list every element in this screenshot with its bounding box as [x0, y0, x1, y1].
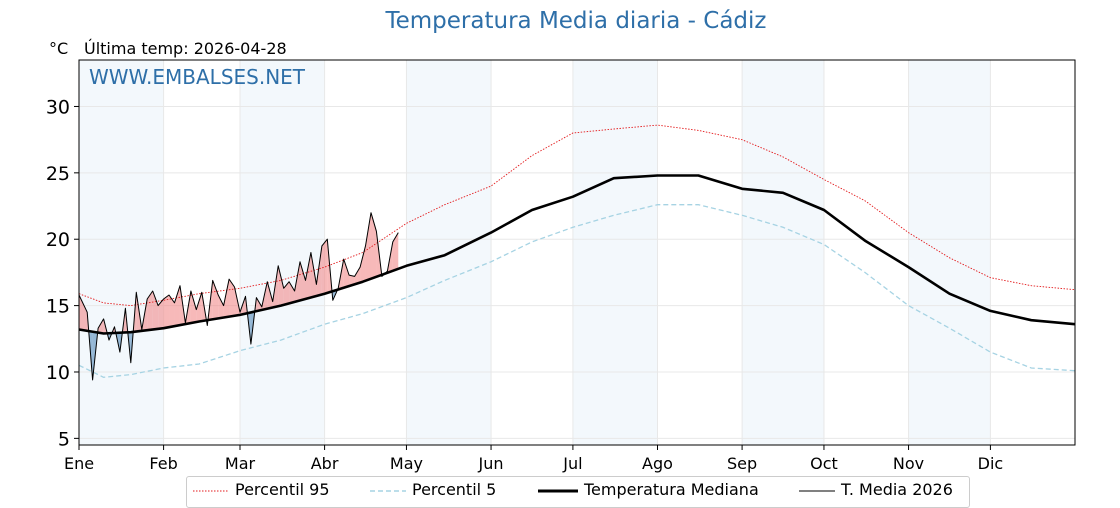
x-axis-ticks: Ene Feb Mar Abr May Jun Jul Ago Sep Oct Nov Dic: [64, 445, 1003, 473]
anomaly-fill: [218, 295, 223, 318]
legend-label: Percentil 95: [235, 480, 330, 499]
x-tick-label: Ago: [642, 454, 673, 473]
y-tick-label: 5: [58, 428, 70, 450]
x-tick-label: Feb: [149, 454, 177, 473]
watermark-text: WWW.EMBALSES.NET: [89, 65, 306, 89]
legend-swatch-current-icon: [799, 486, 835, 496]
x-tick-label: Mar: [225, 454, 256, 473]
legend: Percentil 95 Percentil 5 Temperatura Med…: [186, 476, 970, 508]
legend-swatch-p5-icon: [370, 486, 406, 496]
anomaly-fill: [175, 286, 180, 326]
legend-label: T. Media 2026: [841, 480, 953, 499]
month-band: [240, 60, 325, 445]
x-tick-label: Sep: [727, 454, 757, 473]
temperature-chart: 5 10 15 20 25 30 Ene Feb Mar Abr May Jun Jul Ago Sep O…: [0, 0, 1120, 476]
x-tick-label: Oct: [810, 454, 838, 473]
y-tick-label: 15: [46, 296, 70, 318]
anomaly-fill: [393, 233, 398, 271]
month-band: [79, 60, 164, 445]
anomaly-fill: [366, 213, 371, 281]
month-shading-layer: [79, 60, 990, 445]
legend-item-p5: Percentil 5: [370, 480, 496, 499]
y-axis-ticks: 5 10 15 20 25 30: [46, 96, 79, 450]
legend-label: Temperatura Mediana: [584, 480, 759, 499]
month-band: [742, 60, 824, 445]
y-tick-label: 25: [46, 163, 70, 185]
legend-swatch-p95-icon: [193, 486, 229, 496]
x-tick-label: Ene: [64, 454, 94, 473]
legend-swatch-median-icon: [538, 486, 578, 496]
x-tick-label: Dic: [978, 454, 1004, 473]
x-tick-label: Nov: [893, 454, 924, 473]
legend-item-median: Temperatura Mediana: [538, 480, 759, 499]
legend-item-p95: Percentil 95: [193, 480, 330, 499]
x-tick-label: May: [390, 454, 423, 473]
x-tick-label: Jul: [562, 454, 582, 473]
month-band: [909, 60, 991, 445]
legend-item-current: T. Media 2026: [799, 480, 953, 499]
legend-label: Percentil 5: [412, 480, 496, 499]
x-tick-label: Abr: [311, 454, 339, 473]
anomaly-fill: [213, 280, 218, 319]
x-tick-label: Jun: [478, 454, 504, 473]
y-tick-label: 10: [46, 362, 70, 384]
anomaly-fill: [229, 279, 234, 317]
y-tick-label: 30: [46, 96, 70, 118]
month-band: [573, 60, 658, 445]
y-tick-label: 20: [46, 229, 70, 251]
